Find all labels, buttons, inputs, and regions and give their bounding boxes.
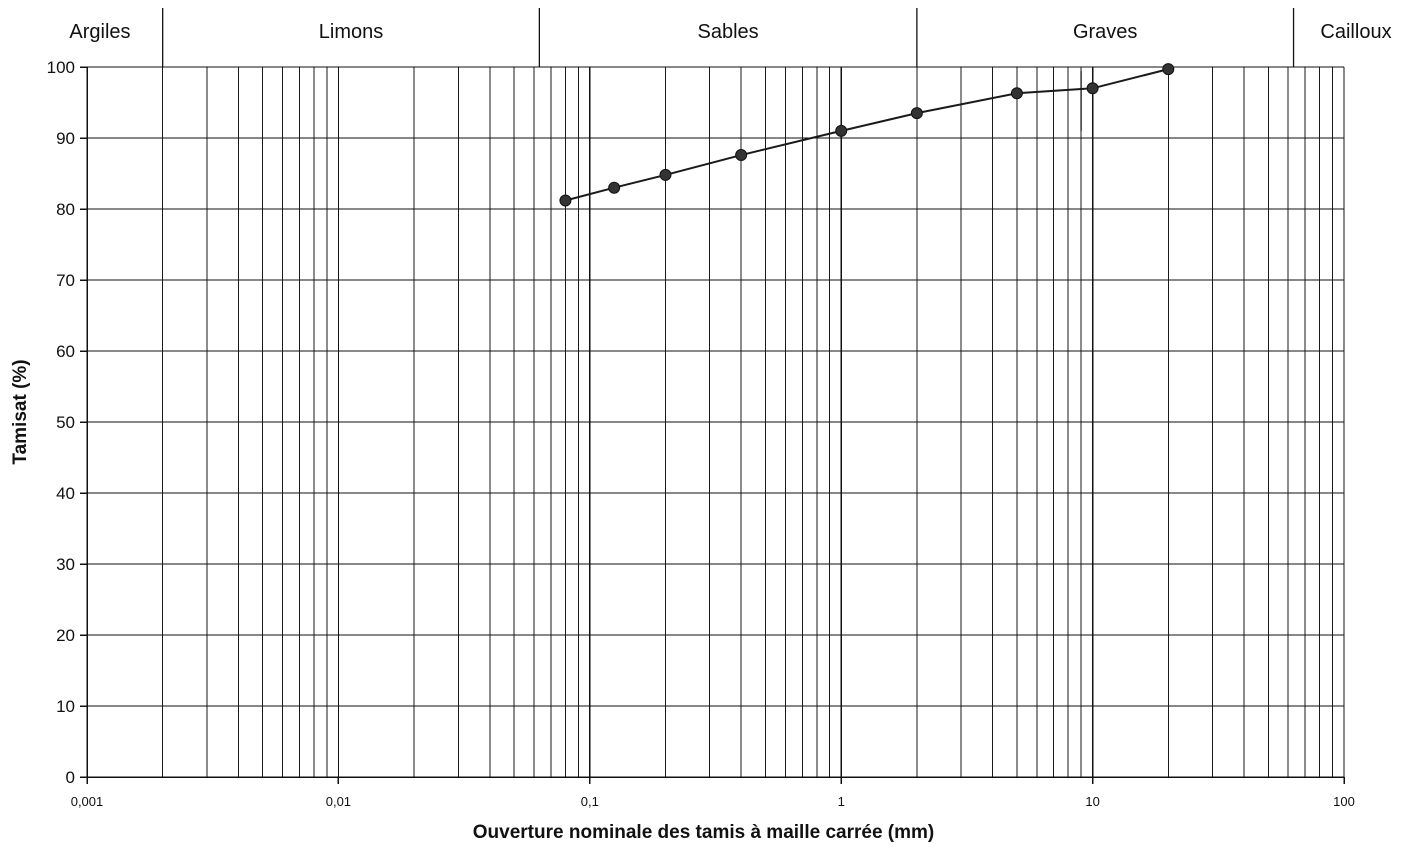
y-tick-label: 80 — [56, 200, 75, 219]
y-tick-label: 20 — [56, 626, 75, 645]
data-point — [1010, 87, 1023, 100]
x-tick-label: 10 — [1085, 794, 1099, 809]
x-tick-label: 1 — [838, 794, 845, 809]
zone-label-limons: Limons — [319, 21, 383, 43]
x-tick-label: 0,01 — [326, 794, 351, 809]
zone-label-argiles: Argiles — [69, 21, 130, 43]
series-line — [565, 68, 1169, 202]
axis-layer: 0 10 20 30 40 50 60 70 80 90 100 0,001 0,01 0,1 1 10 100 — [47, 58, 1355, 809]
x-tick-label: 100 — [1333, 794, 1355, 809]
data-point — [608, 181, 621, 194]
data-point — [835, 124, 848, 137]
zone-label-sables: Sables — [698, 21, 759, 43]
data-point — [735, 149, 748, 162]
y-tick-label: 100 — [47, 58, 75, 77]
data-point — [910, 107, 923, 120]
data-point — [559, 194, 572, 207]
x-axis-title: Ouverture nominale des tamis à maille ca… — [473, 822, 934, 843]
x-tick-label: 0,001 — [71, 794, 104, 809]
y-tick-label: 0 — [66, 768, 75, 787]
data-point — [1162, 63, 1175, 76]
y-axis-title: Tamisat (%) — [10, 359, 31, 464]
y-tick-label: 90 — [56, 129, 75, 148]
y-tick-label: 60 — [56, 342, 75, 361]
y-tick-label: 40 — [56, 484, 75, 503]
y-tick-label: 30 — [56, 555, 75, 574]
data-point — [659, 168, 672, 181]
zone-label-graves: Graves — [1073, 21, 1137, 43]
y-tick-label: 70 — [56, 271, 75, 290]
series-layer — [559, 63, 1175, 207]
x-tick-label: 0,1 — [581, 794, 599, 809]
y-tick-label: 10 — [56, 697, 75, 716]
grid-layer — [86, 66, 1345, 778]
zone-label-cailloux: Cailloux — [1320, 21, 1391, 43]
data-point — [1086, 82, 1099, 95]
zone-layer: Argiles Limons Sables Graves Cailloux — [69, 8, 1392, 131]
y-tick-label: 50 — [56, 413, 75, 432]
